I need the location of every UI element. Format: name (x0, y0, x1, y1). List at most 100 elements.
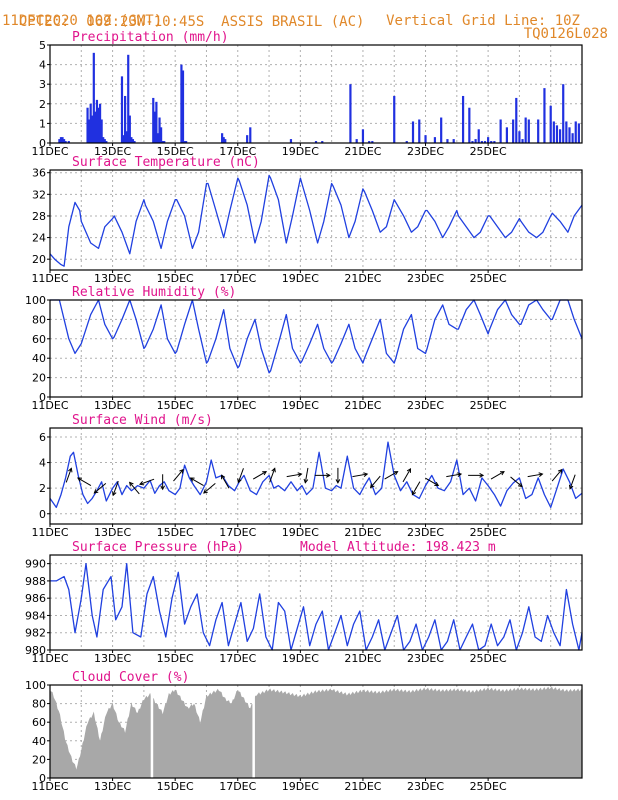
ytick-temp-3: 32 (32, 188, 46, 201)
header-grid-note: Vertical Grid Line: 10Z (386, 13, 580, 29)
xtick-precip-0: 11DEC (31, 145, 68, 158)
subtitle-press: Model Altitude: 198.423 m (300, 540, 496, 555)
xtick-precip-6: 23DEC (407, 145, 444, 158)
xtick-cloud-4: 19DEC (282, 780, 319, 793)
xtick-press-6: 23DEC (407, 652, 444, 665)
precip-bar (558, 129, 562, 143)
precip-bar (64, 141, 67, 143)
xtick-wind-3: 17DEC (219, 526, 256, 539)
xtick-precip-5: 21DEC (344, 145, 381, 158)
precip-bar (577, 123, 580, 143)
xtick-cloud-3: 17DEC (219, 780, 256, 793)
ytick-rh-5: 100 (25, 294, 46, 307)
xtick-wind-4: 19DEC (282, 526, 319, 539)
cloud-gap-0 (150, 685, 154, 778)
precip-bar (180, 64, 183, 143)
wind-arrow-2 (93, 482, 107, 494)
header-code: TQ0126L028 (523, 26, 608, 42)
precip-bar (433, 137, 437, 143)
xtick-precip-2: 15DEC (157, 145, 194, 158)
ytick-precip-2: 2 (39, 98, 46, 111)
xtick-precip-4: 19DEC (282, 145, 319, 158)
precip-bar (163, 141, 166, 143)
xtick-temp-4: 19DEC (282, 272, 319, 285)
wind-arrow-20 (384, 471, 399, 480)
xtick-cloud-6: 23DEC (407, 780, 444, 793)
ytick-press-1: 982 (25, 627, 46, 640)
precip-bar (158, 117, 161, 143)
header-line-1: CPTEC: 069:23W-10:45S ASSIS BRASIL (AC) (2, 0, 365, 30)
precip-bar (103, 139, 106, 143)
wind-arrow-30 (568, 474, 576, 490)
wind-series-line (49, 441, 583, 509)
header-coords: 069:23W-10:45S (86, 14, 205, 30)
frame-wind (49, 427, 583, 525)
xtick-rh-0: 11DEC (31, 399, 68, 412)
precip-bar (424, 135, 427, 143)
precip-bar (565, 121, 568, 143)
ytick-cloud-2: 40 (32, 735, 46, 748)
xtick-rh-7: 25DEC (470, 399, 507, 412)
precip-bar (95, 99, 99, 143)
precip-bar (562, 84, 565, 143)
precip-bar (224, 139, 227, 143)
precip-bar (122, 135, 125, 143)
precip-bar (130, 137, 133, 143)
wind-arrow-8 (189, 477, 204, 486)
xtick-rh-1: 13DEC (94, 399, 131, 412)
precip-bar (100, 119, 103, 143)
ytick-press-4: 988 (25, 575, 46, 588)
header-source: CPTEC: (18, 14, 70, 30)
precip-bar (393, 95, 396, 143)
precip-bar (86, 107, 89, 143)
ytick-rh-1: 20 (32, 372, 46, 385)
ytick-temp-1: 24 (32, 232, 46, 245)
wind-arrow-4 (129, 481, 140, 495)
precip-bar (221, 133, 224, 143)
header-datetime: 11DEC2020 10Z (GMT) (2, 13, 163, 29)
precip-bar (62, 139, 66, 143)
xtick-cloud-5: 21DEC (344, 780, 381, 793)
precip-bar (67, 141, 70, 143)
xtick-temp-5: 21DEC (344, 272, 381, 285)
wind-arrow-10 (220, 474, 230, 489)
wind-arrow-23 (425, 477, 440, 487)
precip-bar (156, 133, 160, 143)
precip-bar (321, 141, 324, 143)
precip-bar (483, 141, 487, 143)
xtick-cloud-1: 13DEC (94, 780, 131, 793)
precip-bar (120, 76, 124, 143)
title-temp: Surface Temperature (nC) (72, 155, 260, 170)
precip-bar (361, 129, 365, 143)
precip-bar (468, 107, 471, 143)
precip-bar (127, 54, 130, 143)
precip-bar (405, 141, 408, 143)
precip-bar (131, 139, 135, 143)
precip-bar (515, 97, 518, 143)
precip-bar (289, 139, 293, 143)
xtick-rh-2: 15DEC (157, 399, 194, 412)
xtick-wind-1: 13DEC (94, 526, 131, 539)
precip-bar (314, 141, 318, 143)
ytick-precip-4: 4 (39, 59, 46, 72)
rh-series-line (50, 299, 583, 374)
precip-bar (92, 52, 95, 144)
wind-arrow-14 (286, 472, 303, 478)
ytick-rh-4: 80 (32, 313, 46, 326)
precip-bar (128, 115, 131, 143)
wind-arrow-21 (402, 467, 412, 483)
precip-bar (152, 97, 155, 143)
xtick-precip-1: 13DEC (94, 145, 131, 158)
cloud-gap-1 (252, 685, 255, 778)
xtick-temp-7: 25DEC (470, 272, 507, 285)
precip-bar (521, 139, 524, 143)
press-series-line (50, 562, 583, 651)
xtick-press-7: 25DEC (470, 652, 507, 665)
precip-bar (487, 137, 490, 143)
wind-arrow-7 (173, 468, 184, 482)
xtick-press-4: 19DEC (282, 652, 319, 665)
precip-bar (102, 137, 105, 143)
wind-arrow-17 (335, 467, 341, 484)
wind-arrow-18 (352, 472, 369, 478)
